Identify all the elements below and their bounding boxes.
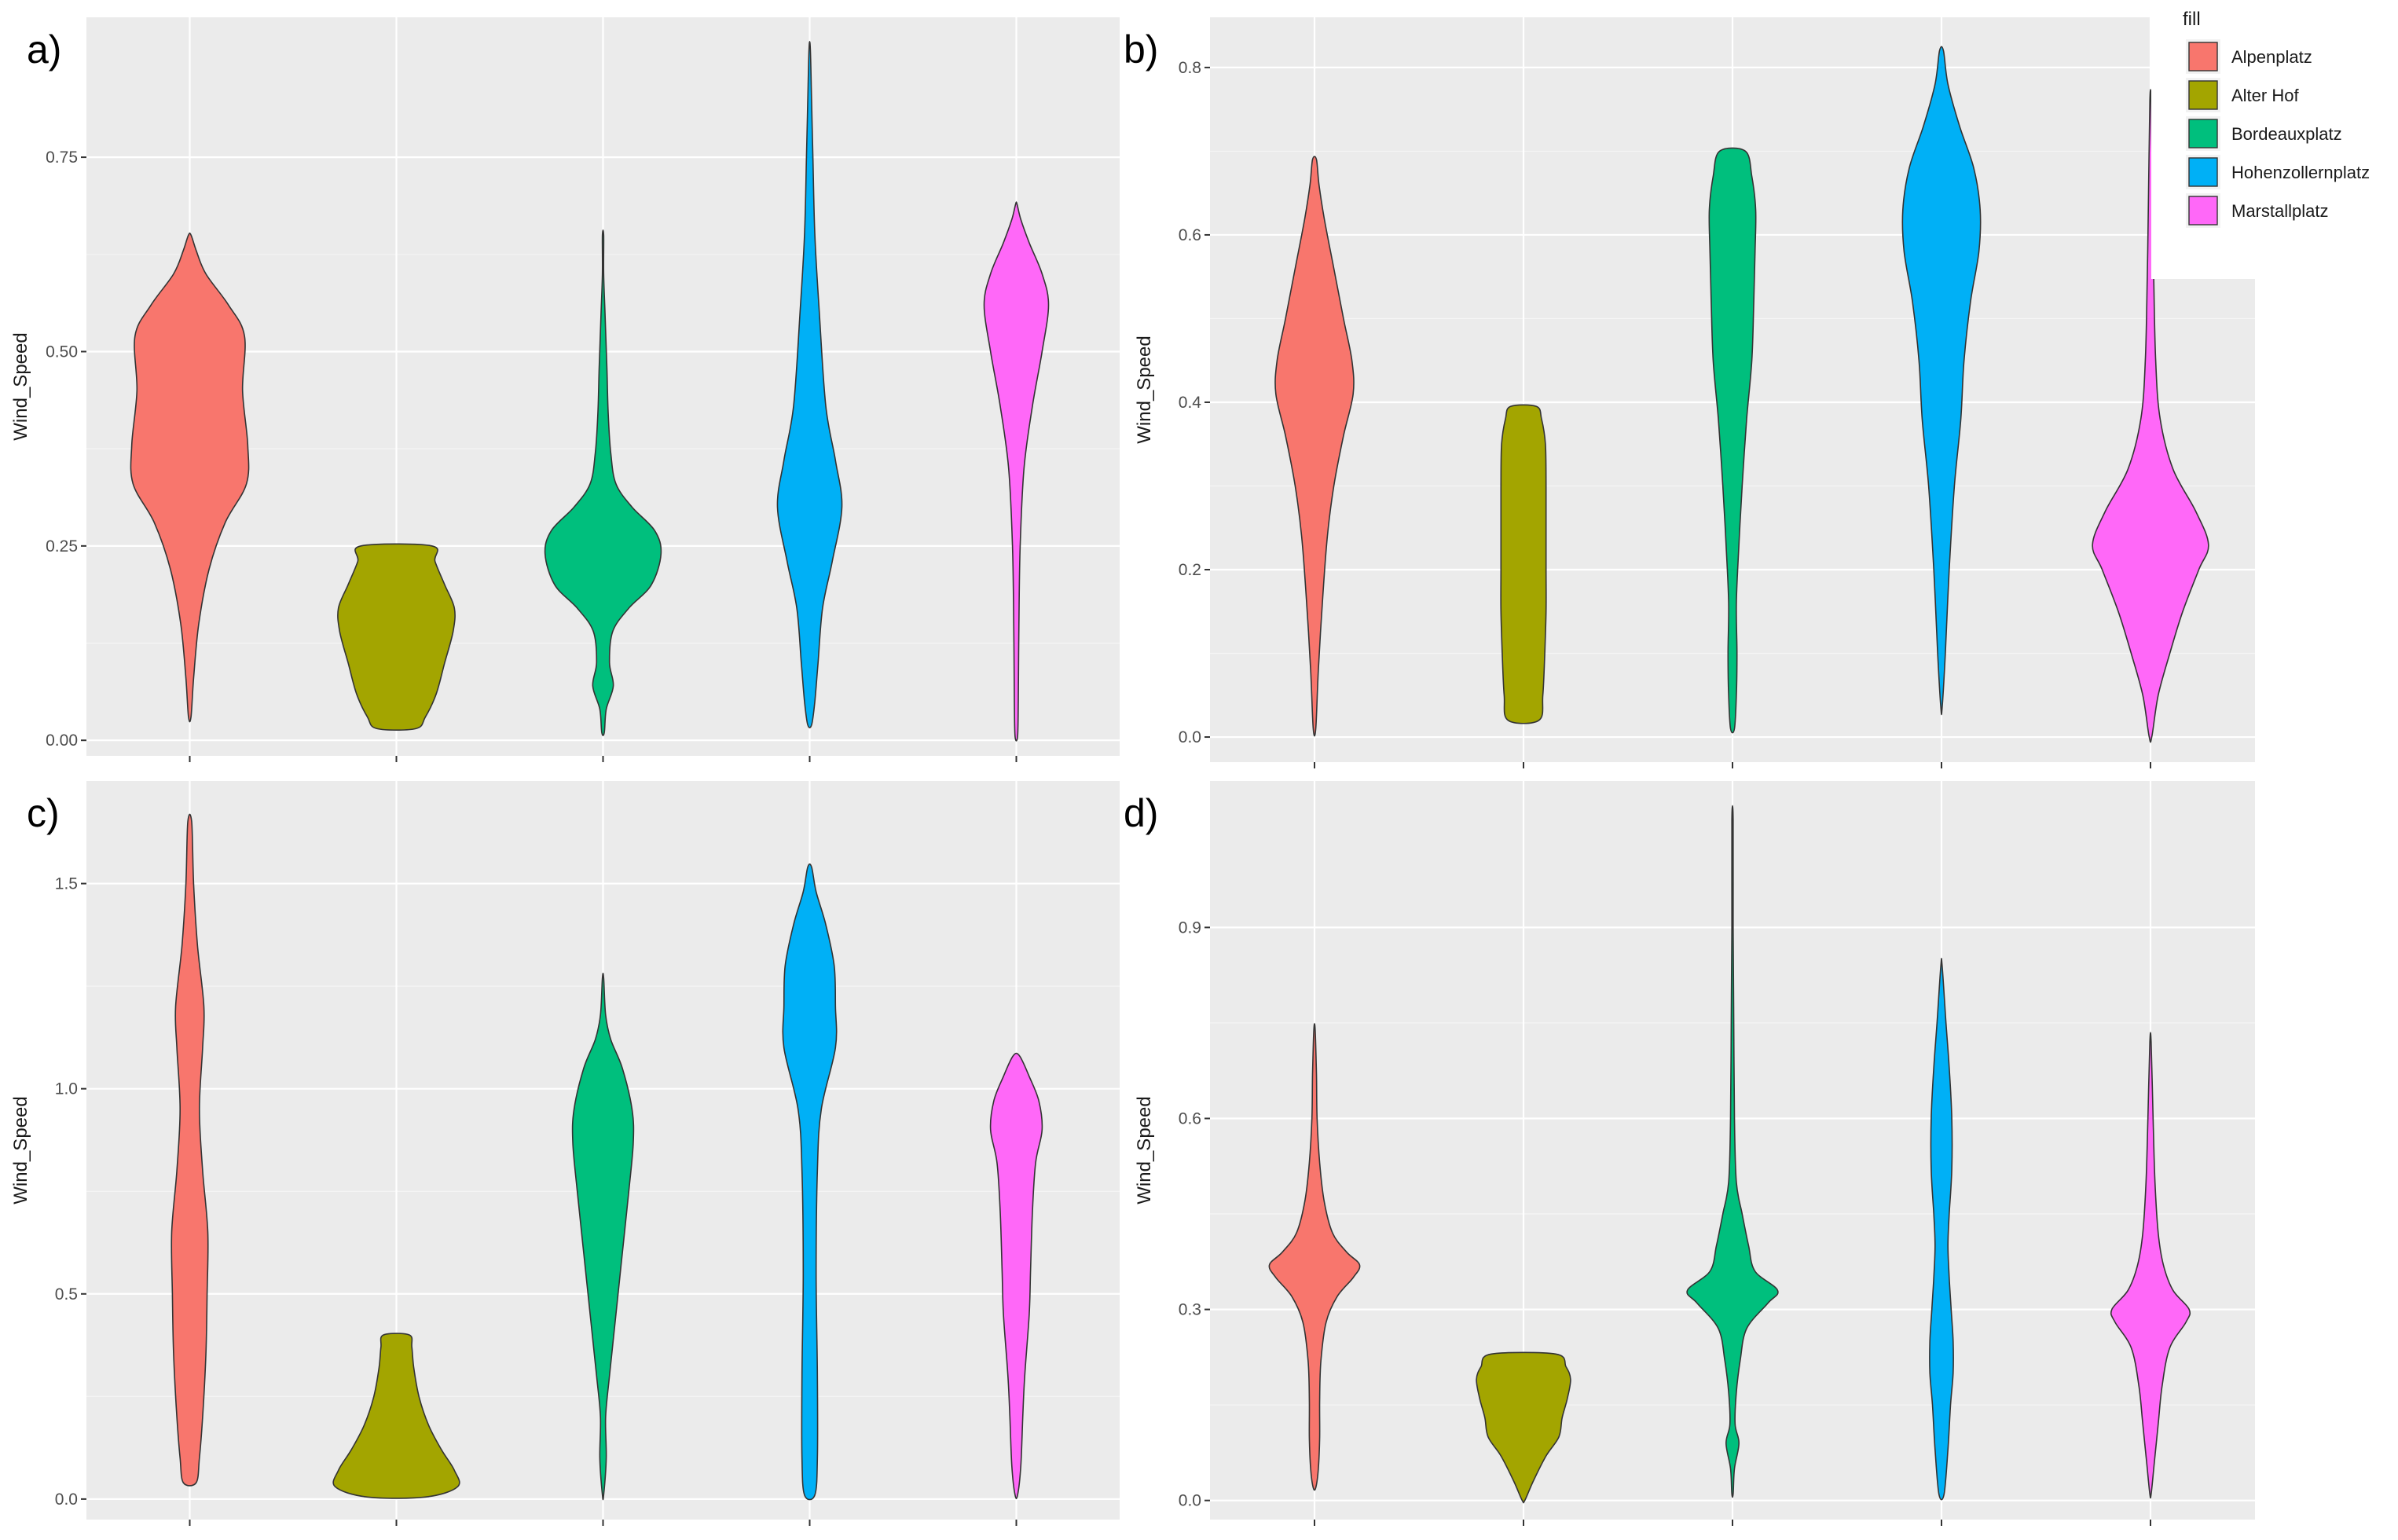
y-tick-label: 0.3 [1179, 1301, 1201, 1319]
y-tick-label: 0.0 [1179, 728, 1201, 746]
y-tick-label: 0.5 [55, 1285, 78, 1304]
violin-alter-hof [1500, 404, 1547, 724]
panel-label: a) [27, 28, 61, 72]
y-tick-label: 0.25 [46, 537, 78, 556]
y-tick-label: 0.4 [1179, 394, 1202, 412]
y-tick-label: 0.9 [1179, 918, 1201, 937]
panel-label: b) [1124, 28, 1158, 72]
legend-swatch-alpenplatz [2188, 42, 2218, 72]
y-tick-label: 0.2 [1179, 561, 1201, 579]
panel-label: d) [1124, 791, 1158, 835]
panel-label: c) [27, 791, 60, 835]
y-axis-title: Wind_Speed [10, 332, 31, 440]
legend-title: fill [2183, 9, 2201, 30]
violin-alpenplatz [1268, 1023, 1361, 1491]
panel-d: 0.0 0.3 0.6 0.9 Wind_Speed d) [1124, 781, 2255, 1526]
violin-marstallplatz [983, 201, 1050, 742]
panel-c: 0.0 0.5 1.0 1.5 Wind_Speed c) [10, 781, 1120, 1526]
y-axis-title: Wind_Speed [10, 1096, 31, 1204]
y-tick-label: 0.0 [55, 1490, 78, 1509]
y-tick-label: 0.8 [1179, 59, 1201, 77]
violin-alpenplatz [130, 232, 250, 723]
legend-swatch-alter-hof [2188, 80, 2218, 110]
y-tick-label: 1.0 [55, 1080, 78, 1098]
legend-entries: Alpenplatz Alter Hof Bordeauxplatz Hohenzol… [2186, 39, 2370, 228]
y-tick-label: 0.50 [46, 343, 78, 361]
violin-hohenzollernplatz [776, 41, 843, 728]
violin-hohenzollernplatz [1929, 958, 1954, 1501]
violin-bordeauxplatz [1708, 147, 1757, 734]
legend: fill Alpenplatz Alter Hof Bordeauxplatz Hoh… [2151, 0, 2396, 279]
violin-marstallplatz [2092, 89, 2209, 743]
legend-label: Marstallplatz [2231, 201, 2328, 221]
violin-alter-hof [337, 543, 456, 731]
violin-marstallplatz [989, 1052, 1043, 1500]
y-tick-label: 0.75 [46, 148, 78, 167]
y-axis-title: Wind_Speed [1134, 336, 1155, 443]
y-tick-label: 0.6 [1179, 226, 1201, 244]
violin-alpenplatz [170, 813, 209, 1487]
legend-swatch-bordeauxplatz [2188, 119, 2218, 148]
legend-label: Alter Hof [2231, 86, 2299, 105]
legend-swatch-marstallplatz [2188, 196, 2218, 226]
legend-label: Bordeauxplatz [2231, 124, 2342, 144]
panel-a: 0.00 0.25 0.50 0.75 Wind_Speed a) [10, 17, 1120, 762]
violin-bordeauxplatz [1686, 805, 1779, 1498]
y-tick-label: 1.5 [55, 875, 78, 893]
violin-hohenzollernplatz [782, 863, 838, 1501]
y-tick-label: 0.00 [46, 732, 78, 750]
panel-b: 0.0 0.2 0.4 0.6 0.8 Wind_Speed b) [1124, 17, 2255, 768]
y-tick-label: 0.0 [1179, 1492, 1201, 1510]
violin-marstallplatz [2110, 1032, 2191, 1499]
legend-swatch-hohenzollernplatz [2188, 157, 2218, 187]
violin-hohenzollernplatz [1901, 46, 1982, 716]
legend-label: Hohenzollernplatz [2231, 163, 2370, 182]
y-axis-title: Wind_Speed [1134, 1096, 1155, 1204]
violin-alter-hof [1476, 1351, 1571, 1504]
violin-bordeauxplatz [544, 229, 662, 736]
violin-alter-hof [332, 1333, 460, 1499]
legend-label: Alpenplatz [2231, 47, 2312, 67]
violin-bordeauxplatz [571, 972, 635, 1501]
y-tick-label: 0.6 [1179, 1109, 1201, 1128]
violin-alpenplatz [1274, 156, 1355, 737]
